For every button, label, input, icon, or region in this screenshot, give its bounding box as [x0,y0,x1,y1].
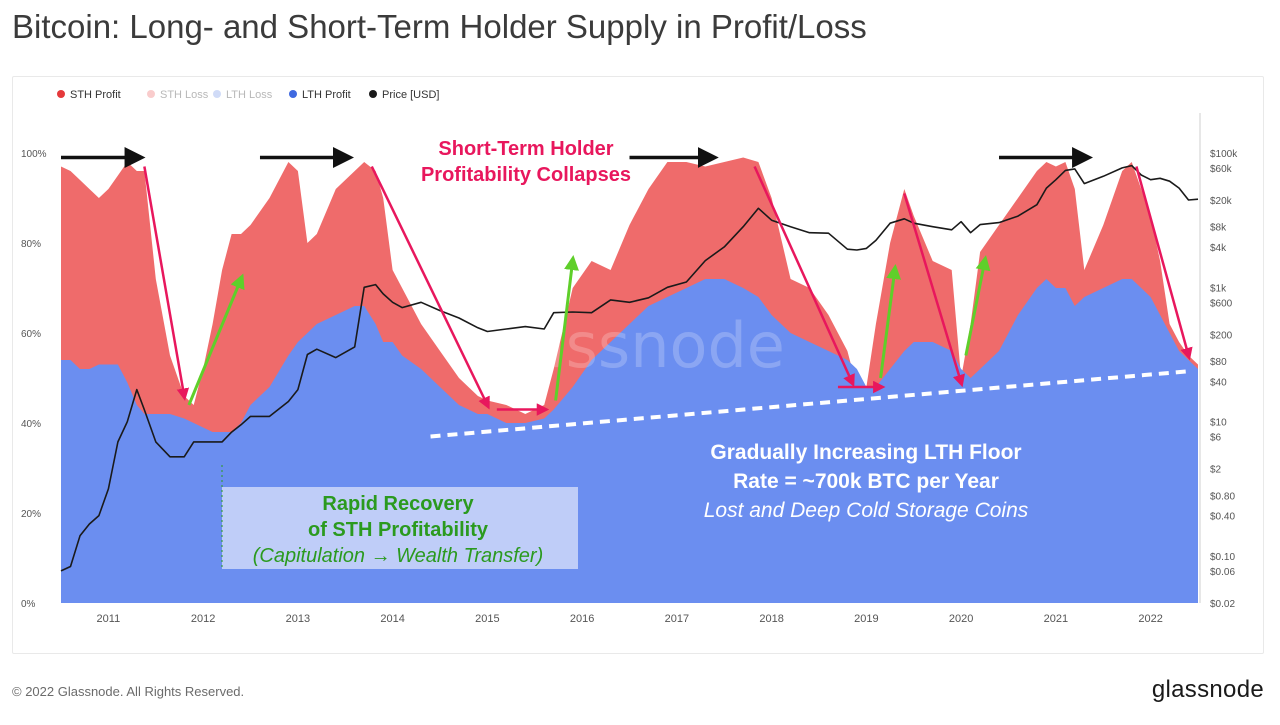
y-left-tick-label: 60% [21,329,41,340]
annotation-arrows [61,147,1193,416]
legend-dot [213,90,221,98]
x-tick-label: 2013 [286,613,310,625]
y-left-axis-ticks: 0% 20% 40% 60% 80% 100% [21,149,47,610]
x-tick-label: 2016 [570,613,594,625]
x-tick-label: 2021 [1044,613,1068,625]
page-title: Bitcoin: Long- and Short-Term Holder Sup… [12,8,867,45]
collapse-red-arrow [143,166,190,401]
legend-label: Price [USD] [382,89,439,101]
y-right-tick-label: $600 [1210,298,1233,309]
footer-copyright: © 2022 Glassnode. All Rights Reserved. [12,684,245,699]
y-left-tick-label: 80% [21,239,41,250]
y-right-tick-label: $0.10 [1210,552,1235,563]
y-left-tick-label: 100% [21,149,47,160]
y-right-tick-label: $0.80 [1210,491,1235,502]
y-right-tick-label: $20k [1210,196,1233,207]
legend-item[interactable]: LTH Loss [213,89,273,101]
lth-floor-annotation-line3: Lost and Deep Cold Storage Coins [704,499,1029,522]
legend-item[interactable]: Price [USD] [369,89,439,101]
y-left-tick-label: 20% [21,509,41,520]
lth-floor-annotation-line2: Rate = ~700k BTC per Year [733,470,999,493]
y-right-tick-label: $60k [1210,164,1233,175]
recovery-green-arrow [879,264,902,379]
x-tick-label: 2017 [665,613,689,625]
rapid-recovery-line1: Rapid Recovery [322,493,474,515]
collapse-red-arrow [370,165,490,410]
collapse-red-arrow [903,193,965,388]
lth-floor-annotation-line1: Gradually Increasing LTH Floor [710,441,1021,464]
legend-item[interactable]: LTH Profit [289,89,351,101]
x-tick-label: 2018 [759,613,783,625]
y-right-tick-label: $40 [1210,377,1227,388]
x-tick-label: 2014 [380,613,404,625]
collapse-red-arrow [1135,166,1193,361]
legend-item[interactable]: STH Loss [147,89,209,101]
y-right-tick-label: $6 [1210,433,1222,444]
chart-legend: STH Profit STH Loss LTH Loss LTH Profit Pric… [57,89,439,101]
x-tick-label: 2011 [97,613,121,625]
y-right-tick-label: $4k [1210,243,1227,254]
legend-dot [369,90,377,98]
y-right-tick-label: $100k [1210,149,1238,160]
legend-label: LTH Loss [226,89,273,101]
x-axis-ticks: 2011 2012 2013 2014 2015 2016 2017 2018 2019 2020… [97,613,1163,625]
glassnode-logo: glassnode [1151,676,1264,703]
legend-dot [57,90,65,98]
rapid-recovery-box [222,487,578,569]
legend-label: STH Loss [160,89,209,101]
x-tick-label: 2022 [1138,613,1162,625]
rapid-recovery-line2: of STH Profitability [308,519,489,541]
y-left-tick-label: 40% [21,419,41,430]
legend-label: STH Profit [70,89,121,101]
y-right-tick-label: $10 [1210,418,1227,429]
x-tick-label: 2019 [854,613,878,625]
chart-panel: STH Profit STH Loss LTH Loss LTH Profit Pric… [12,76,1264,654]
price-series-line [60,164,1199,572]
rapid-recovery-line3: (Capitulation → Wealth Transfer) [253,545,543,567]
legend-dot [147,90,155,98]
legend-label: LTH Profit [302,89,351,101]
y-left-tick-label: 0% [21,599,36,610]
y-right-tick-label: $0.40 [1210,512,1235,523]
y-right-tick-label: $200 [1210,330,1233,341]
legend-item[interactable]: STH Profit [57,89,121,101]
recovery-green-arrow [187,273,245,406]
legend-dot [289,90,297,98]
x-tick-label: 2020 [949,613,973,625]
y-right-tick-label: $80 [1210,357,1227,368]
recovery-green-arrow [554,255,580,401]
collapse-red-arrow [753,165,855,388]
sth-collapse-annotation-line1: Short-Term Holder [438,138,613,160]
y-right-tick-label: $1k [1210,283,1227,294]
x-tick-label: 2012 [191,613,215,625]
y-right-tick-label: $0.02 [1210,599,1235,610]
sth-collapse-annotation-line2: Profitability Collapses [421,164,631,186]
y-right-axis-ticks: $100k $60k $20k $8k $4k $1k $600 $200 $80 $40 $10 $… [1210,149,1238,610]
y-right-tick-label: $8k [1210,223,1227,234]
watermark-text: glassnode [471,309,785,382]
x-tick-label: 2015 [475,613,499,625]
lth-floor-dashed-line [430,369,1189,439]
y-right-tick-label: $2 [1210,465,1222,476]
recovery-green-arrow [964,255,991,356]
y-right-tick-label: $0.06 [1210,567,1235,578]
chart-svg: STH Profit STH Loss LTH Loss LTH Profit Pric… [21,89,1238,625]
